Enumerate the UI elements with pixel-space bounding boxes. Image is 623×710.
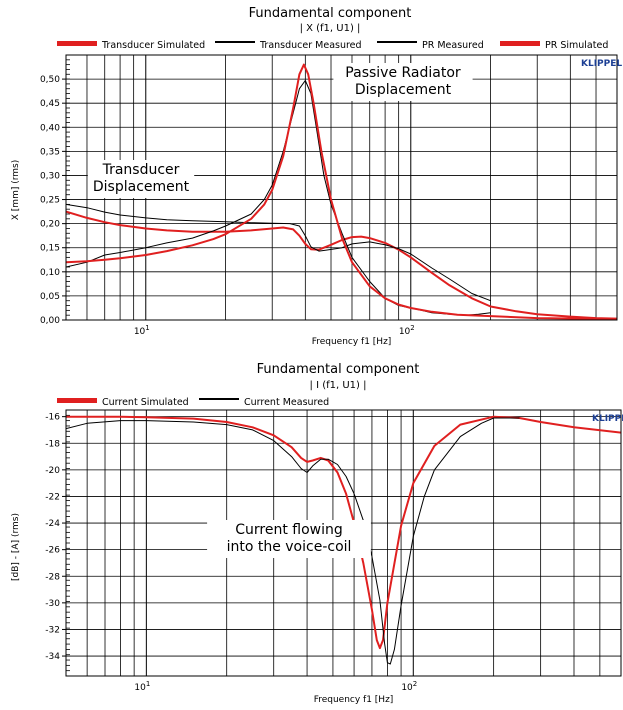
x-tick-label: 102 xyxy=(399,324,415,337)
chart-title: Fundamental component xyxy=(257,362,420,377)
x-tick-exp: 1 xyxy=(145,324,149,332)
x-tick-base: 10 xyxy=(401,683,413,693)
legend-swatch xyxy=(215,41,255,43)
annotation-bg xyxy=(87,160,195,198)
y-axis-label: [dB] - [A] (rms) xyxy=(11,513,21,581)
annotation-bg xyxy=(333,63,473,101)
annotation-text: Displacement xyxy=(93,179,190,195)
annotation-bg xyxy=(207,520,371,558)
x-tick-exp: 1 xyxy=(146,680,150,688)
chart-2: Fundamental component | I (f1, U1) | Curre… xyxy=(11,362,623,705)
annotation-text: Current flowing xyxy=(235,522,343,538)
series-line-4 xyxy=(66,63,617,320)
y-tick-label: 0,15 xyxy=(40,244,60,254)
y-tick-label: -16 xyxy=(45,413,60,423)
y-tick-label: -24 xyxy=(45,519,60,529)
x-axis-label: Frequency f1 [Hz] xyxy=(312,337,392,347)
y-tick-label: 0,40 xyxy=(40,123,60,133)
legend-swatch xyxy=(57,398,97,403)
y-tick-label: -18 xyxy=(45,439,60,449)
series-line-2 xyxy=(66,417,520,665)
series-line-1 xyxy=(66,210,617,320)
legend-label: Current Simulated xyxy=(102,397,189,408)
x-tick-base: 10 xyxy=(134,327,146,337)
y-tick-label: 0,35 xyxy=(40,147,60,157)
y-tick-label: -26 xyxy=(45,546,60,556)
y-tick-label: -34 xyxy=(45,652,60,662)
plot-frame xyxy=(65,409,622,677)
chart-1: Fundamental component | X (f1, U1) | Trans… xyxy=(11,6,622,347)
x-tick-label: 101 xyxy=(134,324,150,337)
legend-swatch xyxy=(57,41,97,46)
x-tick-label: 102 xyxy=(401,680,417,693)
annotation-text: into the voice-coil xyxy=(227,539,352,555)
y-tick-label: 0,00 xyxy=(40,316,60,326)
x-tick-exp: 2 xyxy=(410,324,414,332)
plot-frame xyxy=(65,54,618,321)
chart-subtitle: | I (f1, U1) | xyxy=(310,380,367,391)
legend-label: Current Measured xyxy=(244,397,329,408)
y-tick-label: 0,10 xyxy=(40,268,60,278)
y-tick-label: 0,30 xyxy=(40,171,60,181)
y-tick-label: 0,45 xyxy=(40,99,60,109)
series-group xyxy=(66,63,617,320)
chart-subtitle: | X (f1, U1) | xyxy=(300,23,361,34)
legend-swatch xyxy=(500,41,540,46)
legend-label: Transducer Simulated xyxy=(101,40,205,51)
x-tick-exp: 2 xyxy=(413,680,417,688)
legend-label: Transducer Measured xyxy=(259,40,362,51)
y-tick-label: -22 xyxy=(45,492,60,502)
annotation-text: Passive Radiator xyxy=(345,65,461,81)
y-tick-label: 0,20 xyxy=(40,220,60,230)
y-tick-label: -32 xyxy=(45,625,60,635)
series-line-2 xyxy=(66,203,491,302)
brand-logo: KLIPPEL xyxy=(592,414,623,424)
y-tick-label: -30 xyxy=(45,599,60,609)
legend-label: PR Measured xyxy=(422,40,484,51)
x-tick-base: 10 xyxy=(134,683,146,693)
legend-label: PR Simulated xyxy=(545,40,608,51)
y-tick-label: 0,50 xyxy=(40,75,60,85)
y-tick-label: 0,25 xyxy=(40,196,60,206)
chart-title: Fundamental component xyxy=(249,6,412,21)
legend-swatch xyxy=(377,41,417,43)
annotation-text: Displacement xyxy=(355,82,452,98)
y-axis-label: X [mm] (rms) xyxy=(11,160,21,220)
x-tick-label: 101 xyxy=(134,680,150,693)
y-tick-label: -20 xyxy=(45,466,60,476)
grid xyxy=(66,410,621,676)
legend-swatch xyxy=(199,398,239,400)
x-axis-label: Frequency f1 [Hz] xyxy=(314,695,394,705)
y-tick-label: 0,05 xyxy=(40,292,60,302)
annotation-text: Transducer xyxy=(102,162,180,178)
x-tick-base: 10 xyxy=(399,327,411,337)
y-tick-label: -28 xyxy=(45,572,60,582)
brand-logo: KLIPPEL xyxy=(581,59,622,69)
